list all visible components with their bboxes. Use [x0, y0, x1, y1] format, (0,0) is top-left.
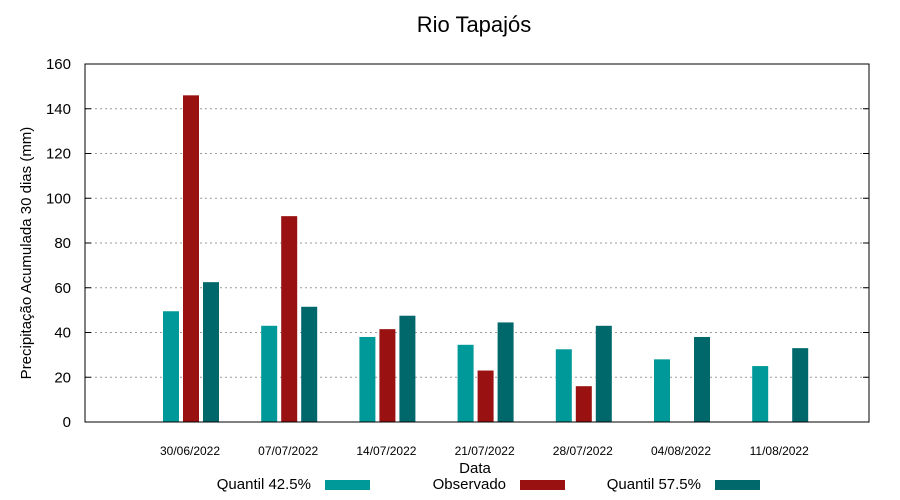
- y-tick-label: 80: [54, 235, 71, 252]
- y-tick-label: 20: [54, 369, 71, 386]
- legend-swatch: [520, 480, 565, 490]
- bar-quantil-42-5-: [752, 366, 769, 422]
- bar-quantil-57-5-: [694, 336, 710, 422]
- bars: [163, 95, 809, 422]
- y-axis-label: Precipitação Acumulada 30 dias (mm): [18, 127, 35, 380]
- x-tick-label: 21/07/2022: [455, 444, 515, 458]
- x-tick-label: 04/08/2022: [651, 444, 711, 458]
- x-axis-label: Data: [459, 460, 491, 477]
- x-tick-label: 30/06/2022: [160, 444, 220, 458]
- legend-swatch: [715, 480, 760, 490]
- grid-lines: [85, 108, 869, 378]
- y-tick-label: 160: [46, 56, 71, 73]
- x-tick-labels: 30/06/2022 07/07/2022 14/07/2022 21/07/2022…: [160, 444, 809, 458]
- bar-quantil-57-5-: [399, 315, 416, 422]
- y-tick-label: 0: [63, 414, 71, 431]
- bar-observado: [477, 370, 494, 422]
- bar-quantil-57-5-: [497, 322, 514, 422]
- y-tick-label: 60: [54, 280, 71, 297]
- bar-quantil-42-5-: [654, 359, 670, 422]
- x-tick-label: 28/07/2022: [553, 444, 613, 458]
- bar-observado: [379, 329, 396, 422]
- bar-quantil-42-5-: [359, 336, 376, 422]
- legend: Quantil 42.5% Observado Quantil 57.5%: [217, 476, 760, 493]
- x-tick-label: 07/07/2022: [258, 444, 318, 458]
- legend-label: Quantil 42.5%: [217, 476, 311, 493]
- y-tick-labels: 0 20 40 60 80 100 120 140 160: [46, 56, 869, 431]
- bar-quantil-42-5-: [163, 311, 179, 422]
- bar-quantil-57-5-: [595, 325, 612, 422]
- bar-quantil-57-5-: [792, 348, 809, 422]
- bar-quantil-57-5-: [301, 306, 318, 422]
- legend-label: Quantil 57.5%: [607, 476, 701, 493]
- bar-observado: [281, 216, 298, 422]
- chart-title: Rio Tapajós: [417, 12, 532, 37]
- bar-quantil-57-5-: [203, 282, 219, 422]
- bar-quantil-42-5-: [555, 349, 572, 422]
- legend-swatch: [325, 480, 370, 490]
- x-tick-label: 11/08/2022: [750, 444, 809, 458]
- x-tick-label: 14/07/2022: [356, 444, 416, 458]
- y-tick-label: 120: [46, 146, 71, 163]
- bar-observado: [575, 386, 592, 422]
- bar-observado: [183, 95, 199, 422]
- y-tick-label: 140: [46, 101, 71, 118]
- bar-quantil-42-5-: [457, 344, 474, 422]
- legend-label: Observado: [433, 476, 506, 493]
- bar-quantil-42-5-: [261, 325, 278, 422]
- y-tick-label: 100: [46, 190, 71, 207]
- y-tick-label: 40: [54, 325, 71, 342]
